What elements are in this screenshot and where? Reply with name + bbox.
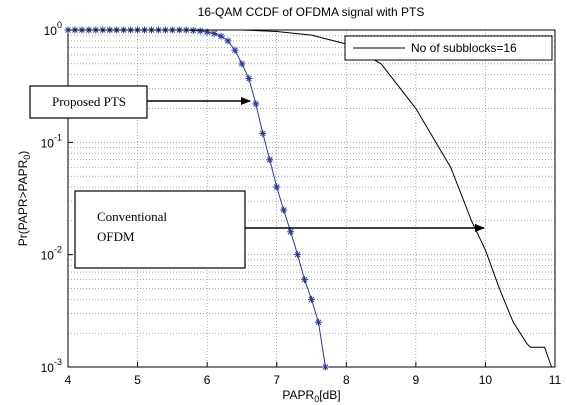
y-axis-label: Pr(PAPR>PAPR0) — [16, 151, 32, 247]
x-tick-label: 9 — [413, 373, 420, 387]
asterisk-marker — [280, 206, 288, 214]
annotation-box — [74, 190, 246, 269]
asterisk-marker — [245, 75, 253, 83]
x-tick-label: 11 — [549, 373, 562, 387]
asterisk-marker — [301, 276, 309, 284]
y-tick-label: 10-2 — [41, 245, 62, 263]
x-tick-label: 4 — [65, 373, 72, 387]
series-line — [68, 29, 552, 368]
x-tick-label: 7 — [273, 373, 280, 387]
asterisk-marker — [308, 295, 315, 303]
plot-frame — [67, 29, 556, 368]
x-tick-label: 8 — [343, 373, 350, 387]
legend-label: No of subblocks=16 — [411, 41, 517, 55]
x-tick-label: 5 — [134, 373, 141, 387]
y-tick-label: 100 — [44, 20, 62, 38]
asterisk-marker — [266, 156, 274, 164]
asterisk-marker — [273, 183, 281, 191]
x-tick-label: 10 — [479, 373, 493, 387]
y-tick-label: 10-3 — [41, 357, 62, 375]
asterisk-marker — [294, 251, 302, 259]
y-tick-label: 10-1 — [41, 133, 62, 151]
x-tick-label: 6 — [204, 373, 211, 387]
annotation-box — [29, 85, 148, 119]
asterisk-marker — [203, 28, 211, 36]
asterisk-marker — [321, 363, 329, 371]
annotation-text: OFDM — [97, 229, 135, 244]
asterisk-marker — [259, 129, 267, 137]
asterisk-marker — [314, 318, 322, 326]
asterisk-marker — [196, 27, 204, 35]
asterisk-marker — [252, 100, 260, 108]
asterisk-marker — [210, 30, 218, 38]
asterisk-marker — [231, 46, 239, 54]
asterisk-marker — [224, 37, 232, 45]
annotation-text: Proposed PTS — [52, 94, 126, 109]
asterisk-marker — [238, 60, 246, 68]
asterisk-marker — [287, 228, 295, 236]
annotation-text: Conventional — [97, 209, 167, 224]
x-axis-label: PAPR0[dB] — [282, 388, 340, 404]
asterisk-marker — [217, 32, 225, 40]
chart-title: 16-QAM CCDF of OFDMA signal with PTS — [198, 5, 425, 19]
